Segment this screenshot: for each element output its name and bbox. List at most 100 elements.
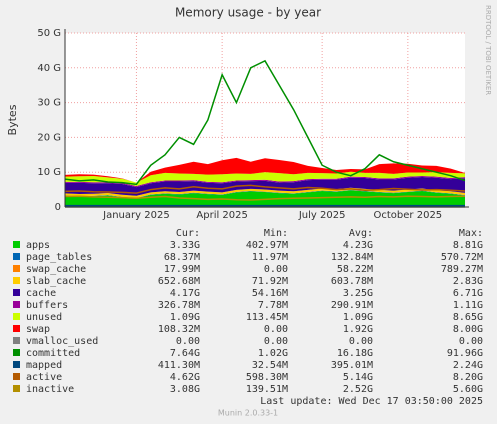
line: [64, 184, 466, 194]
legend-value: 3.33G: [170, 240, 200, 251]
legend-value: 6.71G: [453, 288, 483, 299]
column-header: Max:: [459, 228, 483, 239]
legend-value: 402.97M: [246, 240, 288, 251]
legend-value: 8.65G: [453, 312, 483, 323]
legend-value: 4.17G: [170, 288, 200, 299]
legend-value: 0.00: [349, 336, 373, 347]
legend-value: 68.37M: [164, 252, 200, 263]
legend-label: swap: [26, 324, 50, 335]
x-tick-label: April 2025: [196, 210, 247, 221]
legend-value: 1.02G: [258, 348, 288, 359]
x-tick-label: January 2025: [102, 210, 170, 221]
legend-value: 1.92G: [343, 324, 373, 335]
legend-value: 8.20G: [453, 372, 483, 383]
legend-label: page_tables: [26, 252, 92, 263]
chart-title: Memory usage - by year: [175, 6, 321, 20]
legend-swatch: [13, 325, 20, 332]
legend-swatch: [13, 373, 20, 380]
area: [65, 175, 465, 188]
legend-value: 0.00: [176, 336, 200, 347]
legend-value: 91.96G: [447, 348, 483, 359]
legend-label: active: [26, 372, 62, 383]
legend-label: mapped: [26, 360, 62, 371]
legend-value: 326.78M: [158, 300, 200, 311]
column-header: Cur:: [176, 228, 200, 239]
legend-swatch: [13, 313, 20, 320]
legend-value: 3.25G: [343, 288, 373, 299]
legend-swatch: [13, 265, 20, 272]
legend-value: 603.78M: [331, 276, 373, 287]
legend-label: committed: [26, 348, 80, 359]
y-tick-label: 0: [55, 202, 61, 213]
legend-value: 0.00: [264, 264, 288, 275]
legend-value: 290.91M: [331, 300, 373, 311]
legend-value: 16.18G: [337, 348, 373, 359]
legend-value: 7.64G: [170, 348, 200, 359]
y-tick-label: 10 G: [37, 167, 61, 178]
y-tick-label: 20 G: [37, 132, 61, 143]
legend-swatch: [13, 361, 20, 368]
area: [65, 157, 465, 183]
legend-value: 8.00G: [453, 324, 483, 335]
legend-value: 652.68M: [158, 276, 200, 287]
legend-swatch: [13, 241, 20, 248]
column-header: Min:: [264, 228, 288, 239]
legend-value: 411.30M: [158, 360, 200, 371]
legend-label: slab_cache: [26, 276, 86, 287]
legend-value: 32.54M: [252, 360, 288, 371]
line: [64, 195, 466, 201]
legend-value: 58.22M: [337, 264, 373, 275]
legend-value: 7.78M: [258, 300, 288, 311]
legend-value: 789.27M: [441, 264, 483, 275]
y-axis-label: Bytes: [6, 104, 19, 135]
legend-label: inactive: [26, 384, 74, 395]
legend-value: 71.92M: [252, 276, 288, 287]
legend-value: 0.00: [264, 336, 288, 347]
legend-value: 5.60G: [453, 384, 483, 395]
legend-label: buffers: [26, 300, 68, 311]
legend-value: 2.83G: [453, 276, 483, 287]
legend-swatch: [13, 349, 20, 356]
legend-swatch: [13, 289, 20, 296]
legend-value: 2.52G: [343, 384, 373, 395]
legend-value: 570.72M: [441, 252, 483, 263]
last-update: Last update: Wed Dec 17 03:50:00 2025: [260, 396, 483, 407]
legend-swatch: [13, 337, 20, 344]
legend-value: 1.11G: [453, 300, 483, 311]
column-header: Avg:: [349, 228, 373, 239]
legend-value: 4.23G: [343, 240, 373, 251]
legend-value: 132.84M: [331, 252, 373, 263]
legend-value: 5.14G: [343, 372, 373, 383]
legend-value: 4.62G: [170, 372, 200, 383]
legend-value: 1.09G: [343, 312, 373, 323]
legend-value: 54.16M: [252, 288, 288, 299]
y-tick-label: 50 G: [37, 28, 61, 39]
legend-swatch: [13, 277, 20, 284]
legend-value: 0.00: [264, 324, 288, 335]
legend-label: vmalloc_used: [26, 336, 98, 347]
x-tick-label: July 2025: [298, 210, 346, 221]
legend-value: 17.99M: [164, 264, 200, 275]
legend-value: 3.08G: [170, 384, 200, 395]
y-tick-label: 40 G: [37, 63, 61, 74]
legend-swatch: [13, 385, 20, 392]
legend-value: 1.09G: [170, 312, 200, 323]
legend-label: apps: [26, 240, 50, 251]
footer: Munin 2.0.33-1: [218, 409, 278, 418]
line: [64, 59, 466, 186]
legend-label: cache: [26, 288, 56, 299]
legend-value: 395.01M: [331, 360, 373, 371]
legend-swatch: [13, 301, 20, 308]
legend-label: swap_cache: [26, 264, 86, 275]
legend-value: 11.97M: [252, 252, 288, 263]
legend-value: 0.00: [459, 336, 483, 347]
legend-value: 598.30M: [246, 372, 288, 383]
legend-value: 113.45M: [246, 312, 288, 323]
y-tick-label: 30 G: [37, 98, 61, 109]
side-text: RRDTOOL / TOBI OETIKER: [484, 5, 492, 95]
legend-label: unused: [26, 312, 62, 323]
legend-value: 108.32M: [158, 324, 200, 335]
legend-swatch: [13, 253, 20, 260]
area: [65, 171, 465, 187]
